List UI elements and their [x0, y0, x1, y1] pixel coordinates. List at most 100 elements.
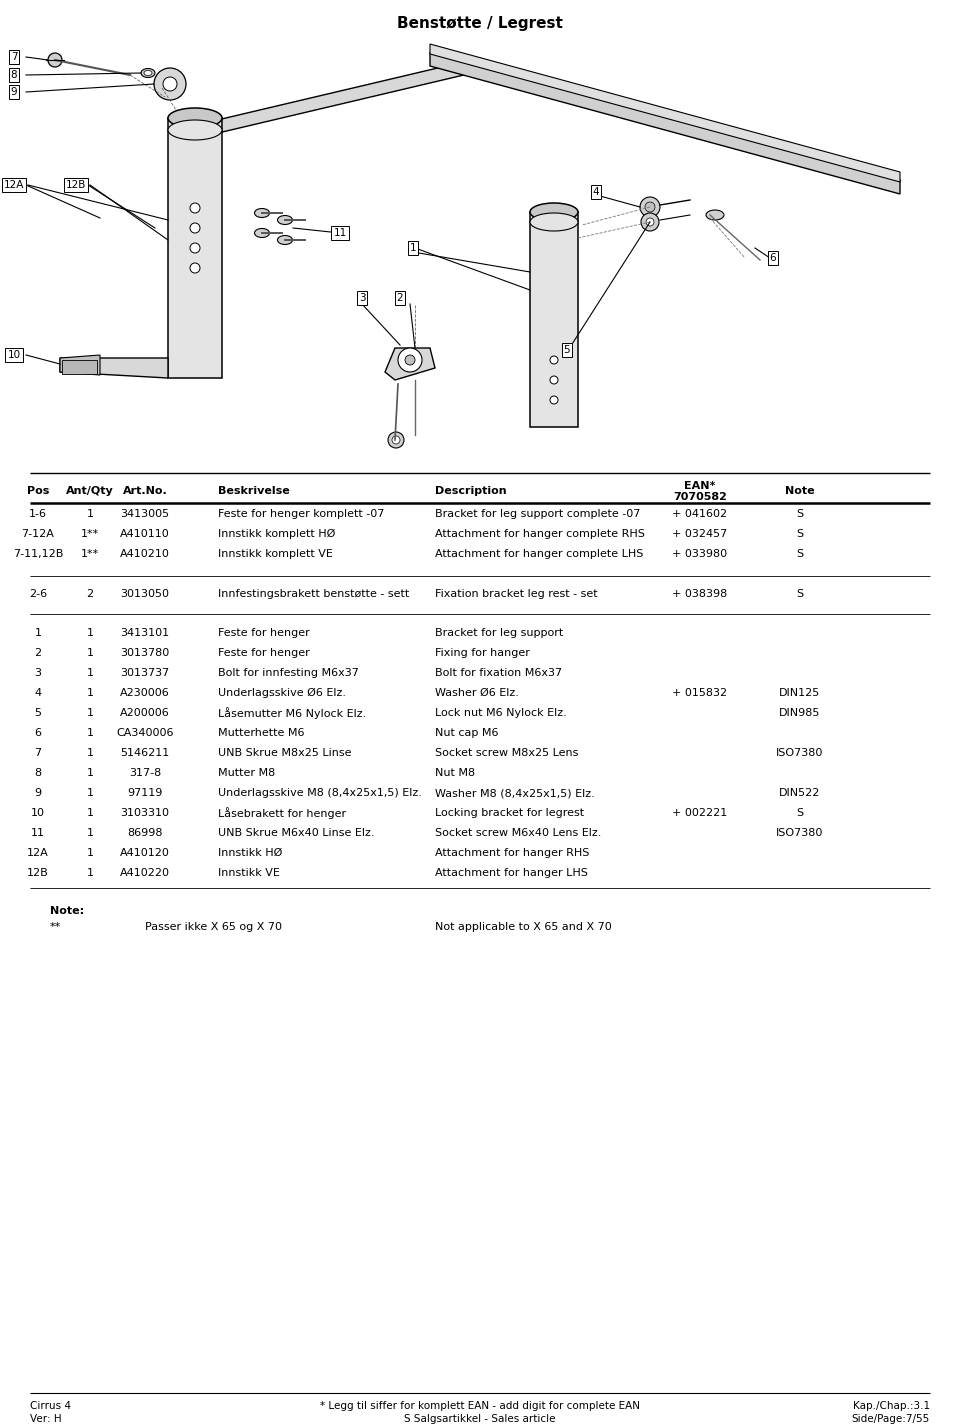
Text: + 033980: + 033980: [672, 549, 728, 559]
Text: + 015832: + 015832: [672, 688, 728, 698]
Text: 5: 5: [564, 345, 570, 355]
Ellipse shape: [141, 68, 155, 77]
Text: 7: 7: [11, 51, 17, 63]
Text: Nut M8: Nut M8: [435, 768, 475, 778]
Text: + 002221: + 002221: [672, 808, 728, 818]
Text: Underlagsskive M8 (8,4x25x1,5) Elz.: Underlagsskive M8 (8,4x25x1,5) Elz.: [218, 788, 421, 798]
Circle shape: [405, 355, 415, 365]
Text: + 038398: + 038398: [672, 589, 728, 598]
Text: S Salgsartikkel - Sales article: S Salgsartikkel - Sales article: [404, 1414, 556, 1424]
Text: 2: 2: [35, 648, 41, 658]
Text: 1: 1: [86, 628, 93, 638]
Circle shape: [550, 396, 558, 405]
Text: 3: 3: [359, 294, 366, 304]
Text: + 041602: + 041602: [672, 509, 728, 519]
Text: S: S: [797, 808, 804, 818]
Text: CA340006: CA340006: [116, 728, 174, 738]
Text: 1**: 1**: [81, 549, 99, 559]
Text: 97119: 97119: [128, 788, 162, 798]
Text: Feste for henger: Feste for henger: [218, 628, 310, 638]
Text: Innstikk komplett VE: Innstikk komplett VE: [218, 549, 333, 559]
Text: Locking bracket for legrest: Locking bracket for legrest: [435, 808, 584, 818]
Polygon shape: [385, 348, 435, 380]
Text: 10: 10: [8, 351, 20, 361]
Text: Side/Page:7/55: Side/Page:7/55: [852, 1414, 930, 1424]
Text: Attachment for hanger complete RHS: Attachment for hanger complete RHS: [435, 529, 645, 539]
Ellipse shape: [706, 209, 724, 219]
Text: Låsebrakett for henger: Låsebrakett for henger: [218, 807, 347, 819]
Ellipse shape: [392, 436, 400, 445]
Polygon shape: [60, 355, 100, 375]
Ellipse shape: [277, 215, 293, 225]
Text: 1: 1: [86, 868, 93, 878]
Text: 3013737: 3013737: [120, 668, 170, 678]
Text: Cirrus 4: Cirrus 4: [30, 1401, 71, 1411]
Text: Bolt for fixation M6x37: Bolt for fixation M6x37: [435, 668, 563, 678]
Text: 1: 1: [86, 828, 93, 838]
Text: 317-8: 317-8: [129, 768, 161, 778]
Polygon shape: [430, 51, 900, 194]
Text: Innstikk komplett HØ: Innstikk komplett HØ: [218, 529, 335, 539]
Text: 3413005: 3413005: [120, 509, 170, 519]
Text: 1: 1: [86, 509, 93, 519]
Text: Art.No.: Art.No.: [123, 486, 167, 496]
Text: Socket screw M8x25 Lens: Socket screw M8x25 Lens: [435, 748, 578, 758]
Circle shape: [398, 348, 422, 372]
Text: Pos: Pos: [27, 486, 49, 496]
Text: S: S: [797, 529, 804, 539]
Text: 1: 1: [86, 848, 93, 858]
Text: * Legg til siffer for komplett EAN - add digit for complete EAN: * Legg til siffer for komplett EAN - add…: [320, 1401, 640, 1411]
Text: 7: 7: [35, 748, 41, 758]
Text: Bracket for leg support complete -07: Bracket for leg support complete -07: [435, 509, 640, 519]
Text: A410120: A410120: [120, 848, 170, 858]
Text: EAN*: EAN*: [684, 482, 716, 492]
Ellipse shape: [154, 68, 186, 100]
Bar: [530, 212, 578, 428]
Text: 1: 1: [86, 648, 93, 658]
Text: Benstøtte / Legrest: Benstøtte / Legrest: [397, 16, 563, 31]
Text: Mutterhette M6: Mutterhette M6: [218, 728, 304, 738]
Text: 8: 8: [11, 70, 17, 80]
Circle shape: [190, 202, 200, 212]
Text: A410110: A410110: [120, 529, 170, 539]
Text: Note: Note: [785, 486, 815, 496]
Text: S: S: [797, 509, 804, 519]
Text: Låsemutter M6 Nylock Elz.: Låsemutter M6 Nylock Elz.: [218, 707, 367, 720]
Polygon shape: [175, 58, 485, 142]
Text: Nut cap M6: Nut cap M6: [435, 728, 498, 738]
Text: 2: 2: [396, 294, 403, 304]
Text: Washer M8 (8,4x25x1,5) Elz.: Washer M8 (8,4x25x1,5) Elz.: [435, 788, 595, 798]
Circle shape: [640, 197, 660, 217]
Text: 7070582: 7070582: [673, 492, 727, 502]
Text: 10: 10: [31, 808, 45, 818]
Text: 8: 8: [35, 768, 41, 778]
Text: Feste for henger: Feste for henger: [218, 648, 310, 658]
Text: A230006: A230006: [120, 688, 170, 698]
Text: A410220: A410220: [120, 868, 170, 878]
Text: Description: Description: [435, 486, 507, 496]
Text: **: **: [50, 922, 61, 932]
Text: 12A: 12A: [4, 180, 24, 190]
Text: Fixation bracket leg rest - set: Fixation bracket leg rest - set: [435, 589, 598, 598]
Text: 12B: 12B: [66, 180, 86, 190]
Text: 4: 4: [35, 688, 41, 698]
Text: UNB Skrue M8x25 Linse: UNB Skrue M8x25 Linse: [218, 748, 351, 758]
Text: 1: 1: [86, 788, 93, 798]
Text: Attachment for hanger RHS: Attachment for hanger RHS: [435, 848, 589, 858]
Ellipse shape: [254, 208, 270, 218]
Text: Socket screw M6x40 Lens Elz.: Socket screw M6x40 Lens Elz.: [435, 828, 601, 838]
Ellipse shape: [277, 235, 293, 245]
Text: 9: 9: [35, 788, 41, 798]
Text: S: S: [797, 549, 804, 559]
Text: Not applicable to X 65 and X 70: Not applicable to X 65 and X 70: [435, 922, 612, 932]
Text: A410210: A410210: [120, 549, 170, 559]
Text: Note:: Note:: [50, 906, 84, 916]
Text: Ant/Qty: Ant/Qty: [66, 486, 114, 496]
Text: 1: 1: [86, 708, 93, 718]
Text: 6: 6: [35, 728, 41, 738]
Circle shape: [550, 356, 558, 363]
Text: Innstikk HØ: Innstikk HØ: [218, 848, 282, 858]
Text: 1: 1: [86, 668, 93, 678]
Bar: [168, 118, 222, 378]
Text: 2-6: 2-6: [29, 589, 47, 598]
